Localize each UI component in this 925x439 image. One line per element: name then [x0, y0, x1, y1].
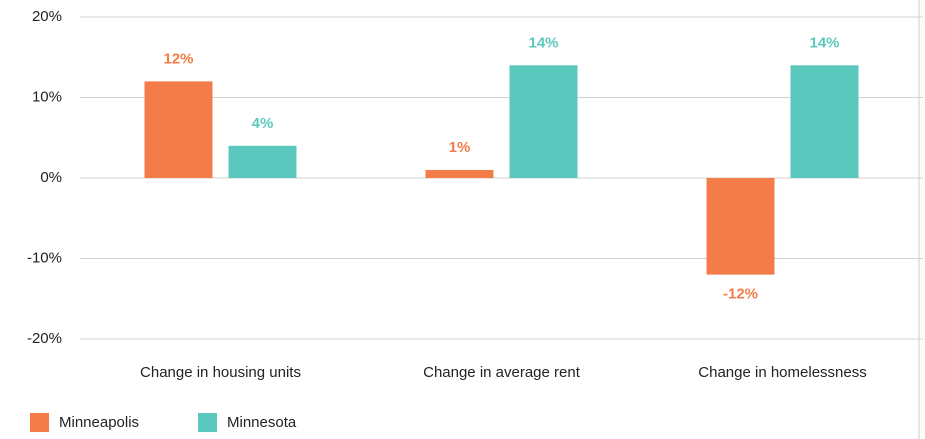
legend-label: Minnesota — [227, 414, 297, 431]
y-tick-label: 0% — [40, 169, 62, 186]
value-label: 14% — [809, 34, 839, 51]
y-tick-label: -10% — [27, 249, 62, 266]
y-tick-label: 20% — [32, 8, 62, 25]
bar — [790, 65, 859, 178]
x-tick-label: Change in housing units — [140, 364, 301, 381]
value-label: 4% — [252, 115, 274, 132]
y-tick-label: 10% — [32, 88, 62, 105]
x-tick-label: Change in average rent — [423, 364, 581, 381]
y-tick-label: -20% — [27, 330, 62, 347]
x-tick-label: Change in homelessness — [698, 364, 866, 381]
value-label: -12% — [723, 286, 758, 303]
legend-swatch — [198, 413, 217, 432]
bar — [228, 145, 297, 178]
value-label: 14% — [528, 34, 558, 51]
value-label: 12% — [163, 50, 193, 67]
value-label: 1% — [449, 139, 471, 156]
legend-swatch — [30, 413, 49, 432]
bar — [509, 65, 578, 178]
bar — [144, 81, 213, 178]
bar — [425, 169, 494, 178]
legend-label: Minneapolis — [59, 414, 139, 431]
bar — [706, 178, 775, 275]
